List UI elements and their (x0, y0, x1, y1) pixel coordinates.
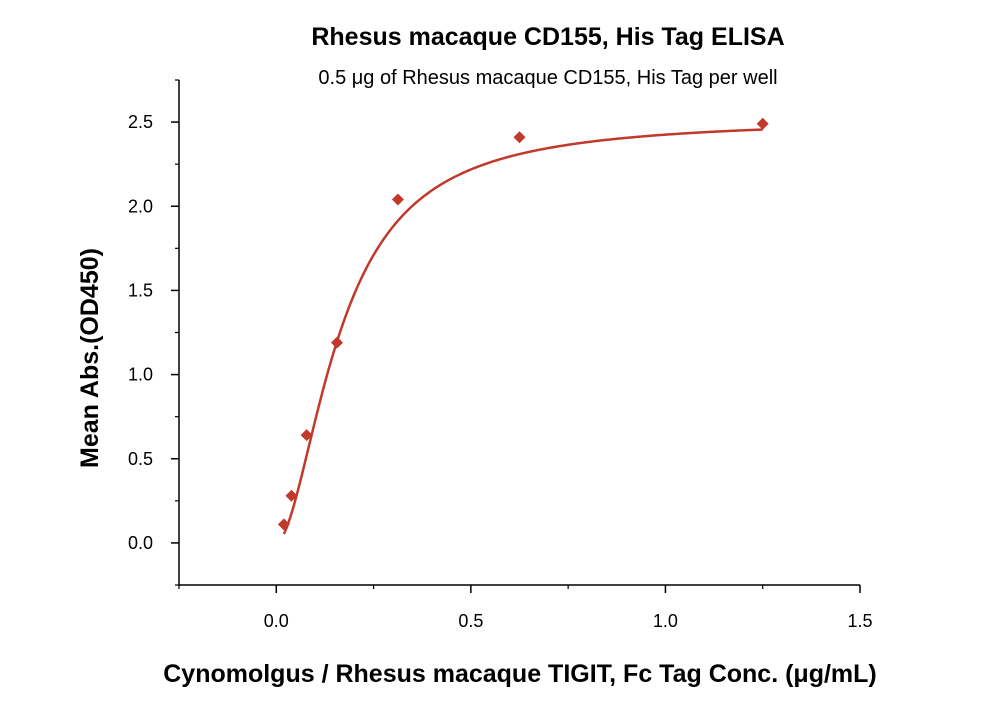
data-point (300, 429, 313, 442)
data-point (330, 336, 343, 349)
x-axis-label: Cynomolgus / Rhesus macaque TIGIT, Fc Ta… (163, 660, 877, 688)
y-tick-label: 2.0 (128, 196, 153, 216)
y-tick-label: 2.5 (128, 112, 153, 132)
chart-subtitle: 0.5 μg of Rhesus macaque CD155, His Tag … (318, 67, 777, 89)
x-tick-label: 0.5 (458, 611, 483, 631)
data-points (277, 117, 769, 531)
x-tick-label: 1.0 (653, 611, 678, 631)
fit-curve-layer (282, 128, 763, 535)
axes: 0.0 0.5 1.0 1.5 2.0 2.5 0.0 0.5 1.0 1.5 (128, 79, 873, 631)
data-point (391, 193, 404, 206)
fit-curve (282, 128, 763, 535)
x-tick-label: 1.5 (847, 611, 872, 631)
data-point (756, 117, 769, 130)
y-tick-label: 0.5 (128, 449, 153, 469)
data-point (513, 131, 526, 144)
y-tick-label: 1.0 (128, 365, 153, 385)
x-tick-label: 0.0 (264, 611, 289, 631)
data-point (277, 518, 290, 531)
y-tick-label: 0.0 (128, 533, 153, 553)
chart-title: Rhesus macaque CD155, His Tag ELISA (311, 23, 784, 51)
y-tick-label: 1.5 (128, 280, 153, 300)
y-axis-label: Mean Abs.(OD450) (76, 248, 104, 468)
data-point (285, 489, 298, 502)
